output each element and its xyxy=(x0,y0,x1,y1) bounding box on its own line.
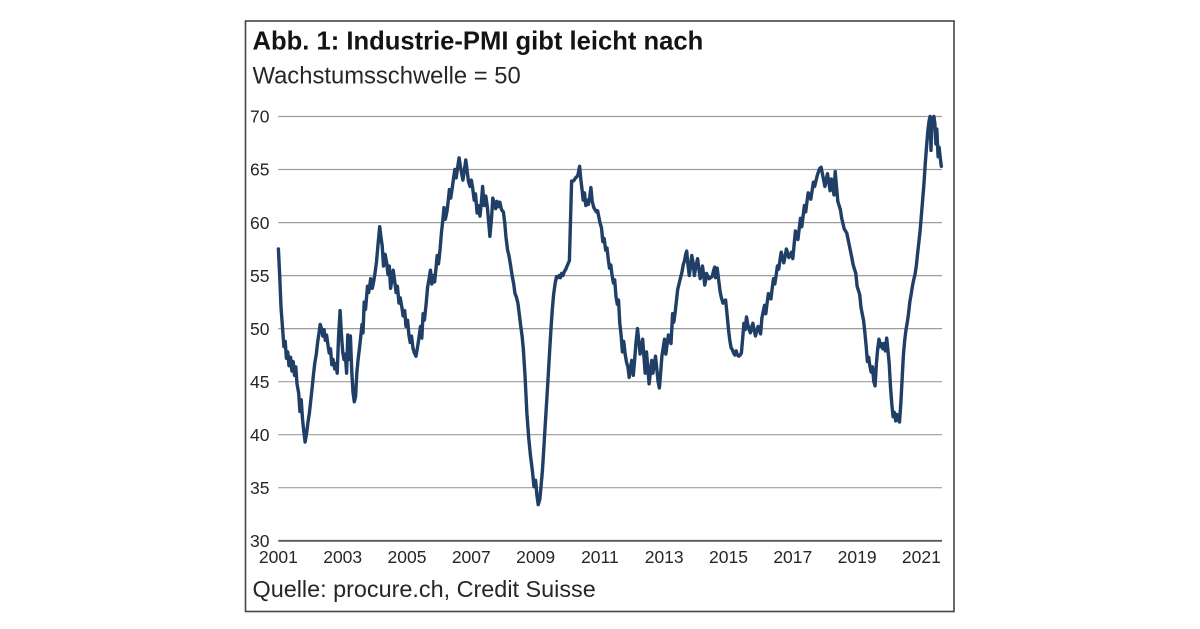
svg-text:50: 50 xyxy=(250,319,270,339)
svg-text:Abb. 1: Industrie-PMI gibt lei: Abb. 1: Industrie-PMI gibt leicht nach xyxy=(253,28,704,56)
svg-text:2017: 2017 xyxy=(773,547,812,567)
svg-text:65: 65 xyxy=(250,160,269,180)
svg-text:30: 30 xyxy=(250,531,270,551)
svg-text:2011: 2011 xyxy=(581,547,619,567)
svg-text:2021: 2021 xyxy=(902,547,941,567)
svg-text:2001: 2001 xyxy=(259,547,298,567)
svg-text:2015: 2015 xyxy=(709,547,748,567)
svg-text:55: 55 xyxy=(250,266,269,286)
svg-text:2019: 2019 xyxy=(838,547,877,567)
svg-text:45: 45 xyxy=(250,372,269,392)
svg-text:2005: 2005 xyxy=(388,547,427,567)
svg-text:2003: 2003 xyxy=(323,547,362,567)
svg-text:70: 70 xyxy=(250,107,270,127)
svg-text:2007: 2007 xyxy=(452,547,491,567)
svg-text:2009: 2009 xyxy=(516,547,555,567)
svg-text:Wachstumsschwelle = 50: Wachstumsschwelle = 50 xyxy=(253,63,521,90)
svg-text:60: 60 xyxy=(250,213,270,233)
svg-text:Quelle: procure.ch, Credit Sui: Quelle: procure.ch, Credit Suisse xyxy=(253,576,596,602)
svg-text:35: 35 xyxy=(250,478,269,498)
svg-text:2013: 2013 xyxy=(645,547,684,567)
svg-text:40: 40 xyxy=(250,425,270,445)
